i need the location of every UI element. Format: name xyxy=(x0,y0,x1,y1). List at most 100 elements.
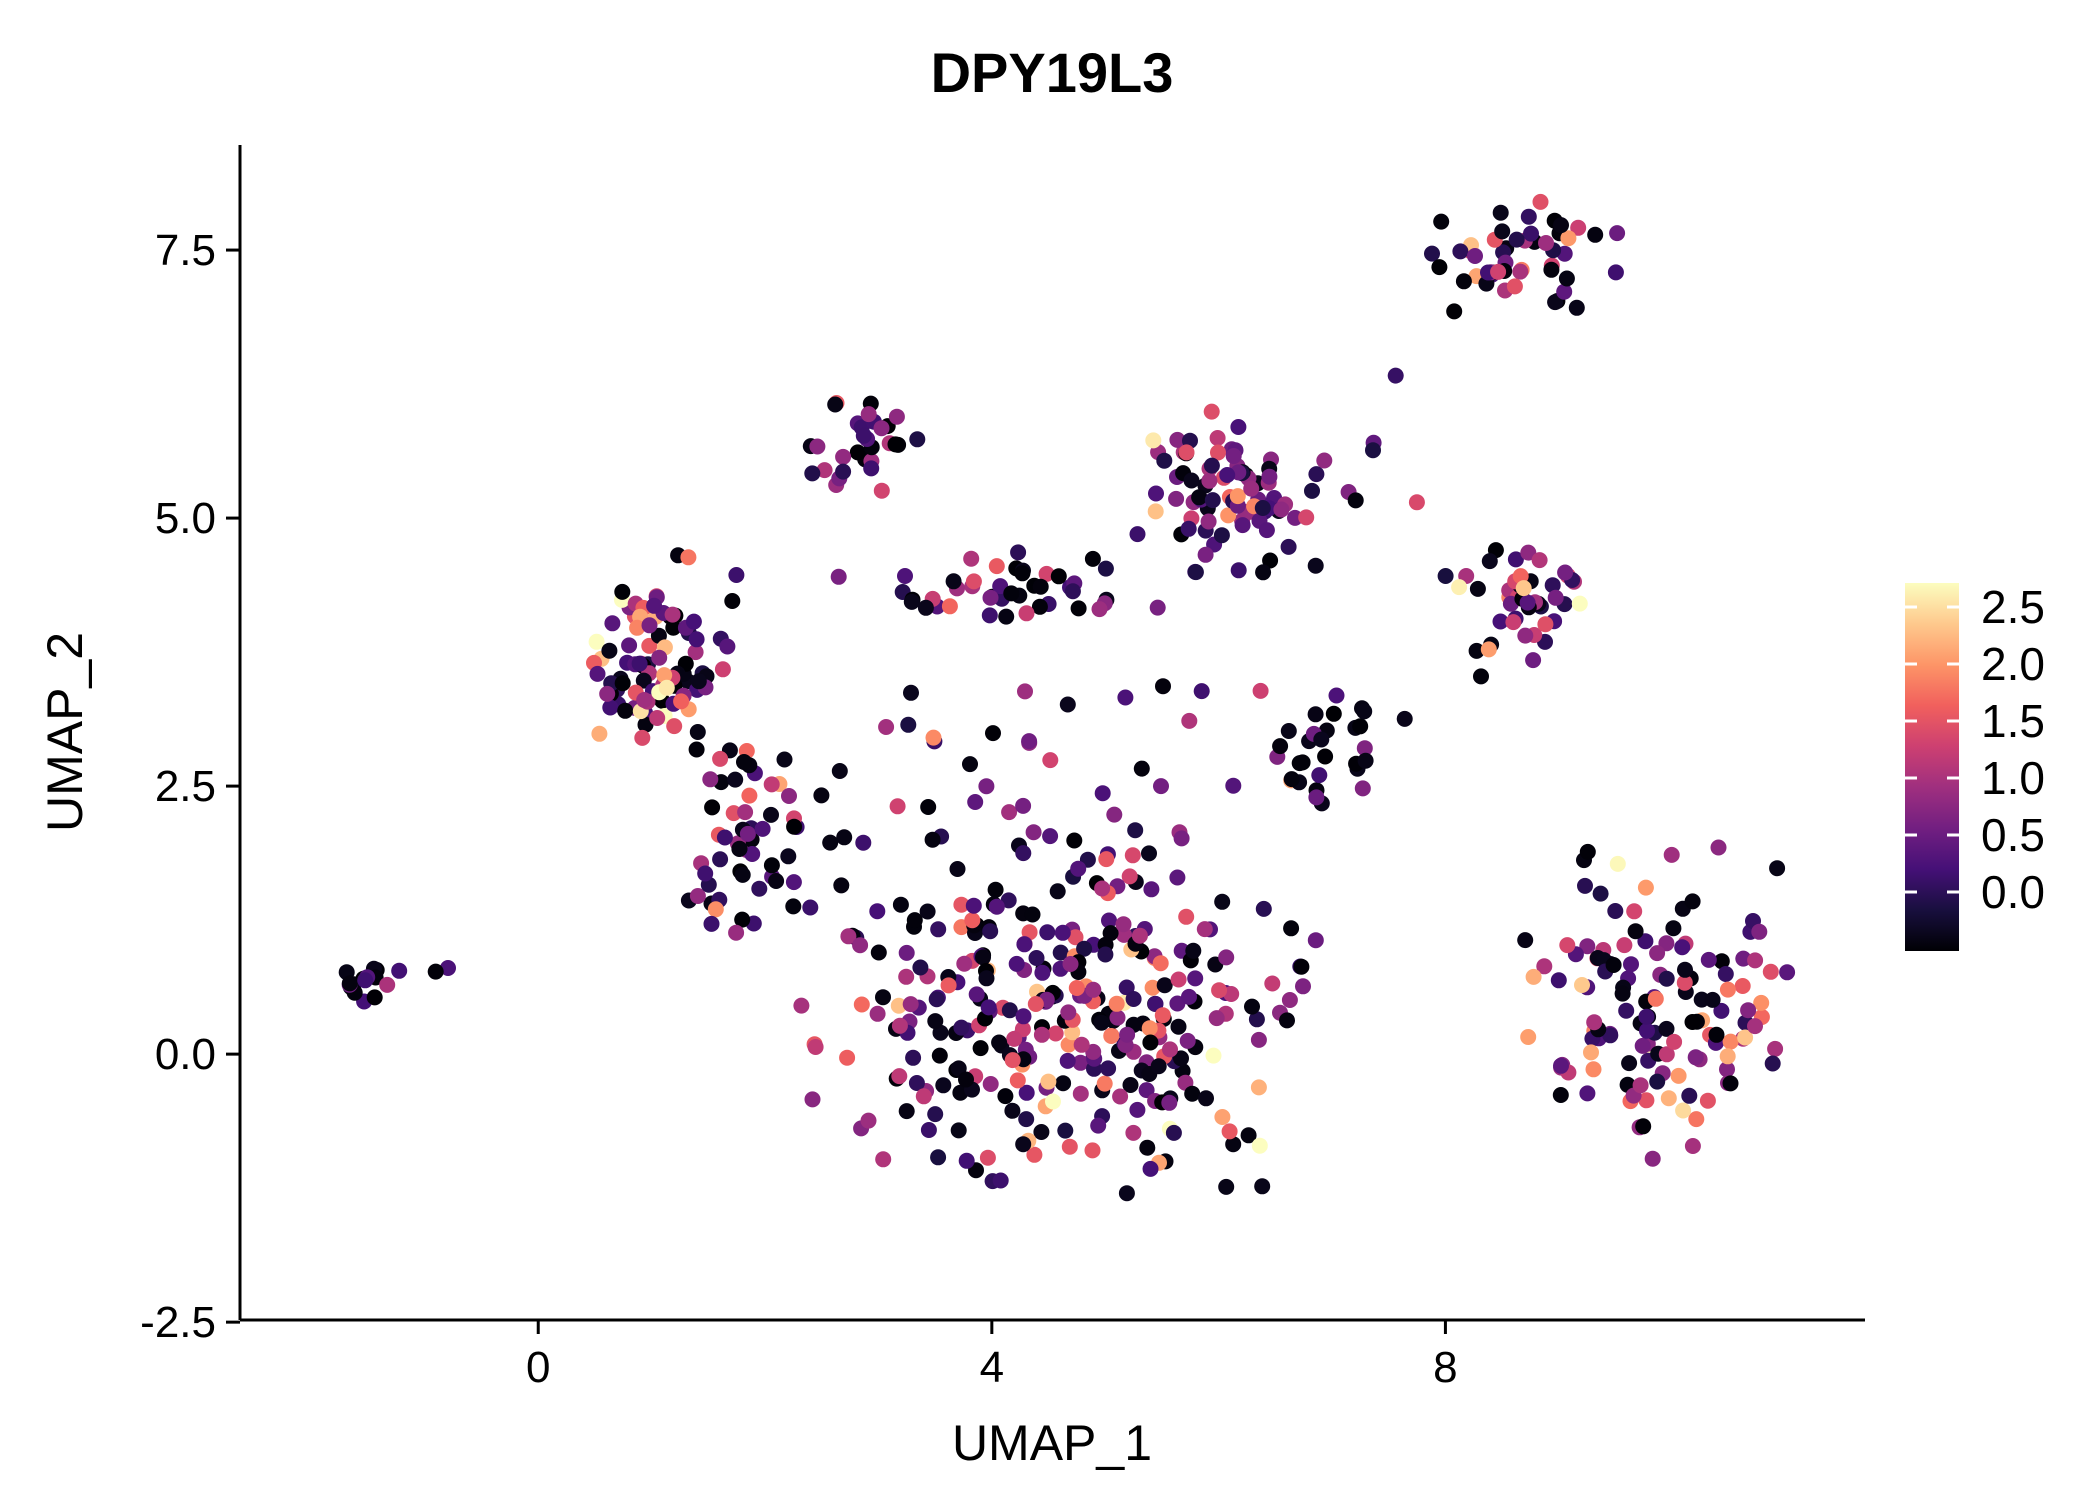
colorbar-tick-label: 1.5 xyxy=(1981,695,2045,747)
cell-point xyxy=(1704,991,1721,1008)
cell-point xyxy=(1281,992,1298,1008)
cell-point xyxy=(1179,1032,1196,1049)
cell-point xyxy=(1525,968,1542,985)
cell-point xyxy=(1507,551,1524,568)
cell-point xyxy=(1490,263,1507,280)
cell-point xyxy=(1354,780,1371,797)
cell-point xyxy=(1250,1031,1267,1048)
cell-point xyxy=(1106,806,1123,823)
cell-point xyxy=(1097,946,1114,963)
cell-point xyxy=(988,898,1005,915)
cell-point xyxy=(688,741,705,758)
cell-point xyxy=(1129,526,1146,543)
y-tick-label: 5.0 xyxy=(155,494,216,543)
cell-point xyxy=(1093,1014,1110,1031)
cell-point xyxy=(927,1106,944,1123)
cell-point xyxy=(688,631,705,648)
cell-point xyxy=(1280,538,1297,555)
cell-point xyxy=(1280,723,1297,739)
cell-point xyxy=(1204,492,1221,509)
cell-point xyxy=(1018,1111,1035,1128)
cell-point xyxy=(780,848,797,865)
cell-point xyxy=(1026,1146,1043,1163)
cell-point xyxy=(1677,961,1693,978)
cell-point xyxy=(981,607,998,624)
cell-point xyxy=(967,794,984,810)
cell-point xyxy=(1455,273,1472,290)
cell-point xyxy=(1115,916,1132,933)
cell-point xyxy=(1293,958,1310,975)
cell-point xyxy=(1592,885,1609,902)
cell-point xyxy=(1142,1160,1159,1177)
cell-point xyxy=(1094,880,1111,897)
colorbar-gradient xyxy=(1905,583,1959,951)
cell-point xyxy=(1666,1033,1683,1050)
cell-point xyxy=(1609,225,1626,242)
cell-point xyxy=(965,573,982,590)
cell-point xyxy=(1570,219,1587,236)
cell-point xyxy=(1117,689,1134,706)
cell-point xyxy=(646,597,663,614)
y-tick-label: 2.5 xyxy=(155,762,216,811)
cell-point xyxy=(1717,966,1734,982)
cell-point xyxy=(1719,1061,1735,1078)
colorbar-tick-label: 0.0 xyxy=(1981,866,2045,918)
cell-point xyxy=(1605,957,1622,973)
cell-point xyxy=(1627,923,1644,940)
cell-point xyxy=(1670,1067,1687,1084)
cell-point xyxy=(1577,877,1593,894)
cell-point xyxy=(1365,442,1381,459)
cell-point xyxy=(1229,488,1246,505)
cell-point xyxy=(827,396,844,413)
cell-point xyxy=(1621,1055,1638,1072)
cell-point xyxy=(1519,594,1536,611)
cell-point xyxy=(991,1034,1008,1051)
cell-point xyxy=(1571,595,1588,612)
cell-point xyxy=(1560,230,1577,247)
cell-point xyxy=(1307,706,1324,723)
cell-point xyxy=(1273,501,1290,518)
cell-point xyxy=(927,1013,944,1030)
cell-point xyxy=(1018,1084,1035,1101)
cell-point xyxy=(1607,903,1624,919)
cell-point xyxy=(1634,1037,1651,1054)
cell-point xyxy=(1147,503,1164,520)
cell-point xyxy=(739,825,756,842)
cell-point xyxy=(1512,568,1529,585)
cell-point xyxy=(1147,995,1164,1012)
cell-point xyxy=(988,558,1005,575)
cell-point xyxy=(1638,1092,1655,1109)
cell-point xyxy=(1387,367,1404,384)
axes-layer: 0 4 8 -2.5 0.0 2.5 5.0 7.5 xyxy=(140,145,1865,1392)
cell-point xyxy=(1230,419,1247,435)
cell-point xyxy=(849,444,866,461)
cell-point xyxy=(1244,998,1260,1015)
cell-point xyxy=(1068,980,1085,996)
cell-point xyxy=(786,818,803,835)
cell-point xyxy=(1003,585,1020,602)
cell-point xyxy=(1658,970,1675,987)
cell-point xyxy=(1494,223,1511,240)
cell-point xyxy=(734,866,751,883)
cell-point xyxy=(1131,927,1148,944)
cell-point xyxy=(1094,785,1111,802)
cell-point xyxy=(637,716,654,733)
cell-point xyxy=(614,583,631,600)
cell-point xyxy=(1170,1018,1187,1035)
cell-point xyxy=(658,679,675,696)
x-tick-label: 0 xyxy=(526,1343,550,1392)
cell-point xyxy=(1180,520,1197,537)
cell-point xyxy=(1143,881,1160,898)
cell-point xyxy=(1057,1122,1074,1139)
cell-point xyxy=(873,482,890,499)
cell-point xyxy=(1042,828,1059,845)
cell-point xyxy=(1663,846,1680,863)
cell-point xyxy=(1015,845,1032,862)
cell-point xyxy=(1719,1048,1736,1065)
cell-point xyxy=(1307,557,1324,574)
cell-point xyxy=(734,911,751,928)
cell-point xyxy=(1647,990,1664,1007)
cell-point xyxy=(1139,1139,1156,1156)
cell-point xyxy=(1635,1118,1652,1135)
cell-point xyxy=(714,661,731,678)
